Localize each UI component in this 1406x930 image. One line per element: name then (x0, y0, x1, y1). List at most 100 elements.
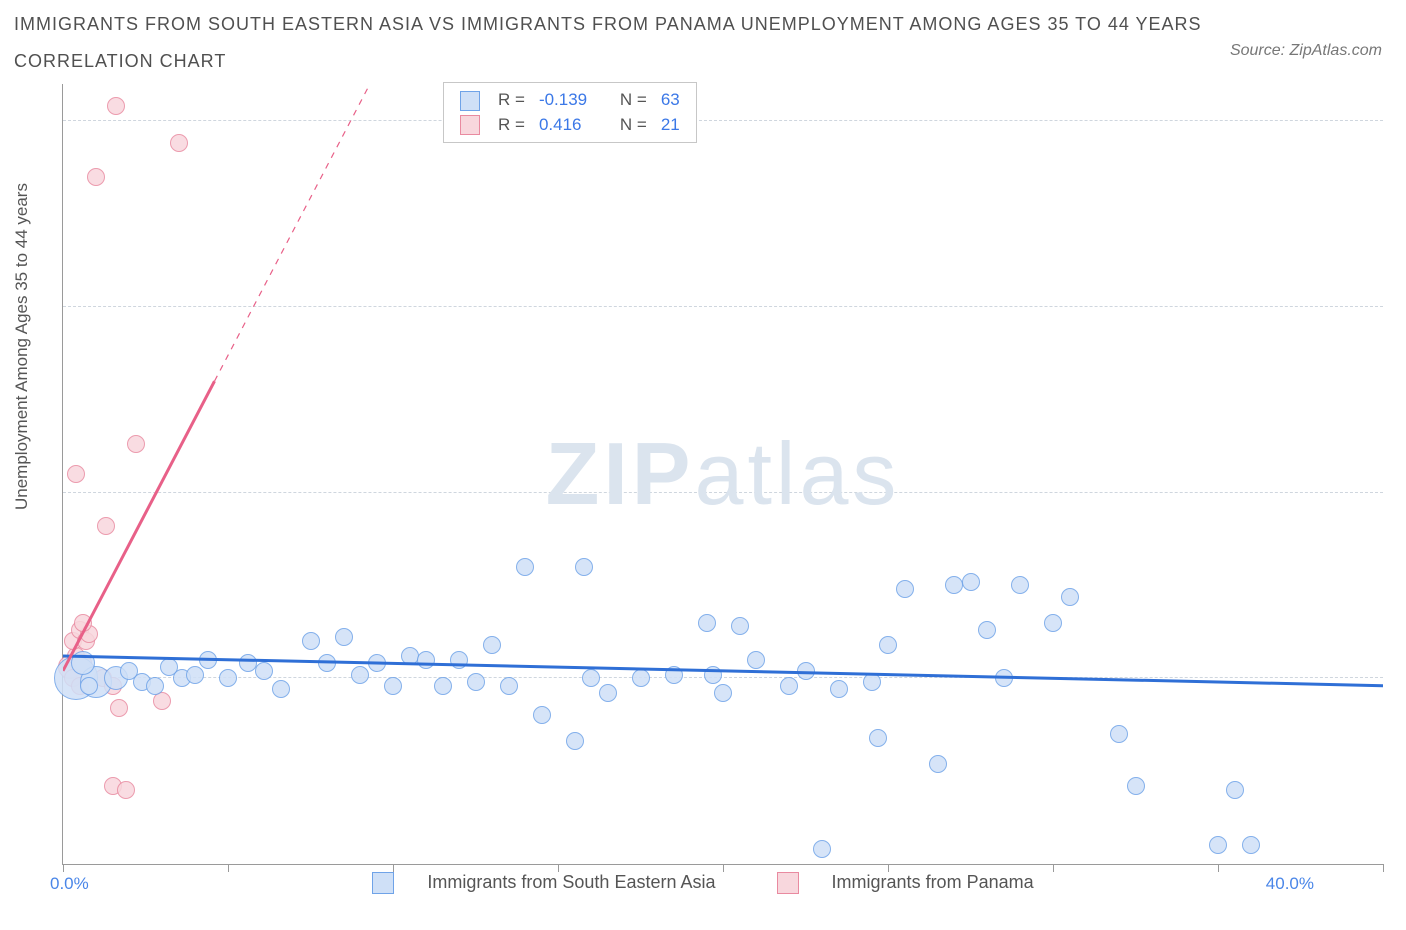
data-point (731, 617, 749, 635)
data-point (483, 636, 501, 654)
data-point (599, 684, 617, 702)
trend-lines (63, 84, 1383, 864)
data-point (384, 677, 402, 695)
data-point (107, 97, 125, 115)
data-point (566, 732, 584, 750)
data-point (500, 677, 518, 695)
swatch-series1 (460, 91, 480, 111)
stat-R-series2: 0.416 (533, 114, 593, 137)
y-tick-label: 10.0% (1391, 463, 1406, 483)
data-point (1061, 588, 1079, 606)
legend-item-series2: Immigrants from Panama (763, 872, 1048, 892)
data-point (533, 706, 551, 724)
data-point (434, 677, 452, 695)
data-point (813, 840, 831, 858)
data-point (335, 628, 353, 646)
data-point (255, 662, 273, 680)
data-point (417, 651, 435, 669)
y-tick-label: 5.0% (1391, 648, 1406, 668)
data-point (87, 168, 105, 186)
gridline (63, 120, 1383, 121)
data-point (575, 558, 593, 576)
y-tick-label: 20.0% (1391, 91, 1406, 111)
data-point (1242, 836, 1260, 854)
chart-title-line1: Immigrants from South Eastern Asia vs Im… (14, 14, 1406, 35)
stat-R-series1: -0.139 (533, 89, 593, 112)
data-point (698, 614, 716, 632)
stats-row-series2: R = 0.416 N = 21 (454, 114, 686, 137)
watermark: ZIPatlas (546, 423, 901, 525)
swatch-series2 (777, 872, 799, 894)
legend-label-series2: Immigrants from Panama (832, 872, 1034, 892)
data-point (199, 651, 217, 669)
stat-N-series1: 63 (655, 89, 686, 112)
data-point (1127, 777, 1145, 795)
data-point (467, 673, 485, 691)
data-point (170, 134, 188, 152)
plot-region: ZIPatlas R = -0.139 N = 63 R = 0.416 (62, 84, 1383, 865)
data-point (117, 781, 135, 799)
data-point (450, 651, 468, 669)
data-point (929, 755, 947, 773)
data-point (704, 666, 722, 684)
data-point (1044, 614, 1062, 632)
data-point (863, 673, 881, 691)
y-axis-label: Unemployment Among Ages 35 to 44 years (12, 183, 32, 510)
gridline (63, 306, 1383, 307)
data-point (80, 677, 98, 695)
legend-item-series1: Immigrants from South Eastern Asia (358, 872, 734, 892)
chart-title-block: Immigrants from South Eastern Asia vs Im… (0, 0, 1406, 72)
swatch-series2 (460, 115, 480, 135)
data-point (74, 614, 92, 632)
stats-row-series1: R = -0.139 N = 63 (454, 89, 686, 112)
data-point (582, 669, 600, 687)
data-point (302, 632, 320, 650)
stat-N-series2: 21 (655, 114, 686, 137)
data-point (665, 666, 683, 684)
data-point (127, 435, 145, 453)
data-point (146, 677, 164, 695)
stat-N-label: N = (614, 114, 653, 137)
chart-title-line2: Correlation Chart (14, 51, 1406, 72)
data-point (71, 651, 95, 675)
data-point (978, 621, 996, 639)
source-label: Source: ZipAtlas.com (1230, 42, 1382, 60)
data-point (1209, 836, 1227, 854)
stat-R-label: R = (492, 114, 531, 137)
data-point (747, 651, 765, 669)
bottom-legend: Immigrants from South Eastern Asia Immig… (0, 872, 1406, 894)
watermark-light: atlas (695, 424, 901, 523)
data-point (879, 636, 897, 654)
data-point (318, 654, 336, 672)
data-point (896, 580, 914, 598)
data-point (368, 654, 386, 672)
stats-legend: R = -0.139 N = 63 R = 0.416 N = 21 (443, 82, 697, 143)
data-point (995, 669, 1013, 687)
data-point (962, 573, 980, 591)
data-point (830, 680, 848, 698)
data-point (945, 576, 963, 594)
data-point (186, 666, 204, 684)
data-point (1110, 725, 1128, 743)
stat-N-label: N = (614, 89, 653, 112)
data-point (516, 558, 534, 576)
watermark-strong: ZIP (546, 424, 695, 523)
data-point (1011, 576, 1029, 594)
legend-label-series1: Immigrants from South Eastern Asia (427, 872, 715, 892)
data-point (797, 662, 815, 680)
data-point (239, 654, 257, 672)
data-point (714, 684, 732, 702)
gridline (63, 492, 1383, 493)
y-tick-label: 15.0% (1391, 277, 1406, 297)
data-point (351, 666, 369, 684)
data-point (110, 699, 128, 717)
data-point (780, 677, 798, 695)
data-point (1226, 781, 1244, 799)
data-point (632, 669, 650, 687)
data-point (97, 517, 115, 535)
swatch-series1 (372, 872, 394, 894)
data-point (869, 729, 887, 747)
data-point (67, 465, 85, 483)
stat-R-label: R = (492, 89, 531, 112)
data-point (272, 680, 290, 698)
